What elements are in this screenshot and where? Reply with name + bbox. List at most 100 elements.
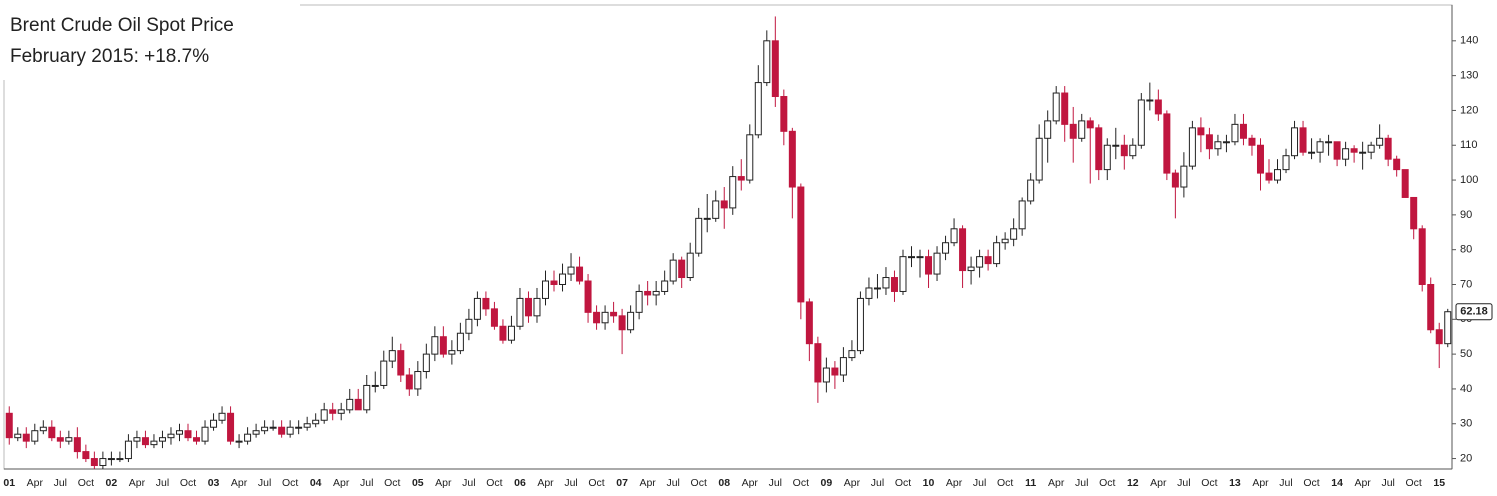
- candle-body: [1129, 144, 1137, 157]
- candle-body: [1418, 228, 1426, 285]
- candle-body: [22, 433, 30, 442]
- x-tick-label: 09: [821, 477, 833, 489]
- candle-body: [31, 430, 39, 442]
- candle-body: [601, 311, 609, 324]
- candle-body: [210, 419, 218, 428]
- candle-body: [576, 266, 584, 282]
- candle-body: [397, 350, 405, 376]
- candle-body: [661, 280, 669, 292]
- candle-body: [1444, 311, 1452, 345]
- candle-body: [388, 350, 396, 362]
- candle-body: [882, 277, 890, 289]
- candle-body: [1239, 123, 1247, 139]
- candle-body: [465, 318, 473, 334]
- candle-body: [1018, 200, 1026, 230]
- x-tick-label: 05: [412, 477, 424, 489]
- x-tick-label: 06: [514, 477, 526, 489]
- x-tick-label: Apr: [1048, 477, 1065, 489]
- candle-body: [890, 277, 898, 292]
- candle-body: [150, 440, 158, 446]
- candle-body: [1095, 127, 1103, 171]
- x-tick-label: Oct: [180, 477, 196, 489]
- candle-body: [448, 350, 456, 355]
- candle-body: [959, 228, 967, 272]
- candle-body: [1180, 165, 1188, 188]
- candle-body: [1103, 144, 1111, 171]
- candle-body: [771, 40, 779, 98]
- candle-body: [1154, 99, 1162, 115]
- candle-body: [746, 134, 754, 181]
- candle-body: [175, 430, 183, 435]
- y-tick-label: 110: [1460, 139, 1478, 151]
- candle-body: [303, 423, 311, 428]
- x-tick-label: Jul: [1075, 477, 1088, 489]
- x-tick-label: Apr: [27, 477, 44, 489]
- candle-body: [414, 371, 422, 390]
- candle-body: [1393, 158, 1401, 171]
- candle-body: [1427, 283, 1435, 331]
- candle-body: [269, 426, 277, 429]
- candle-body: [312, 419, 320, 425]
- candle-body: [593, 311, 601, 324]
- candle-body: [635, 290, 643, 313]
- candle-body: [780, 96, 788, 132]
- x-tick-label: Oct: [1406, 477, 1422, 489]
- title-backdrop: [0, 0, 300, 80]
- candle-body: [1120, 144, 1128, 157]
- candle-body: [56, 437, 64, 442]
- x-tick-label: 11: [1025, 477, 1036, 489]
- candle-body: [763, 40, 771, 84]
- candle-body: [1316, 141, 1324, 153]
- candle-body: [1027, 179, 1035, 202]
- candle-body: [1367, 144, 1375, 153]
- x-tick-label: Oct: [282, 477, 298, 489]
- candle-body: [116, 458, 124, 461]
- x-tick-label: Jul: [1177, 477, 1190, 489]
- candle-body: [5, 412, 13, 439]
- candle-body: [686, 252, 694, 279]
- x-tick-label: Jul: [871, 477, 884, 489]
- candle-body: [107, 458, 115, 461]
- candle-body: [610, 311, 618, 317]
- candle-body: [873, 287, 881, 290]
- candle-body: [346, 398, 354, 411]
- candle-body: [703, 217, 711, 220]
- candle-body: [201, 426, 209, 442]
- candle-body: [193, 437, 201, 442]
- candle-body: [737, 176, 745, 181]
- candle-body: [908, 256, 916, 259]
- x-tick-label: Apr: [742, 477, 759, 489]
- candle-body: [14, 433, 22, 439]
- candle-body: [1248, 137, 1256, 146]
- candle-body: [1282, 155, 1290, 171]
- y-tick-label: 30: [1460, 418, 1472, 430]
- candle-body: [507, 325, 515, 341]
- candle-body: [371, 384, 379, 387]
- candle-body: [1401, 169, 1409, 198]
- candle-body: [1274, 169, 1282, 181]
- x-tick-label: 15: [1433, 477, 1445, 489]
- candle-body: [516, 297, 524, 327]
- candle-body: [618, 315, 626, 331]
- candle-body: [797, 186, 805, 303]
- candle-body: [754, 82, 762, 136]
- y-tick-label: 20: [1460, 452, 1472, 464]
- candle-body: [1146, 99, 1154, 102]
- candle-body: [720, 200, 728, 209]
- candle-body: [499, 325, 507, 341]
- candle-body: [1342, 148, 1350, 160]
- x-tick-label: Apr: [129, 477, 146, 489]
- candle-body: [48, 426, 56, 439]
- candle-body: [524, 297, 532, 317]
- x-tick-label: Oct: [691, 477, 707, 489]
- x-tick-label: Jul: [360, 477, 373, 489]
- candle-body: [788, 130, 796, 188]
- x-tick-label: Oct: [486, 477, 502, 489]
- x-tick-label: 02: [106, 477, 118, 489]
- candle-body: [950, 228, 958, 244]
- x-tick-label: Jul: [156, 477, 169, 489]
- candle-body: [167, 433, 175, 439]
- candle-body: [1333, 141, 1341, 160]
- candle-body: [993, 242, 1001, 265]
- candle-body: [1069, 123, 1077, 139]
